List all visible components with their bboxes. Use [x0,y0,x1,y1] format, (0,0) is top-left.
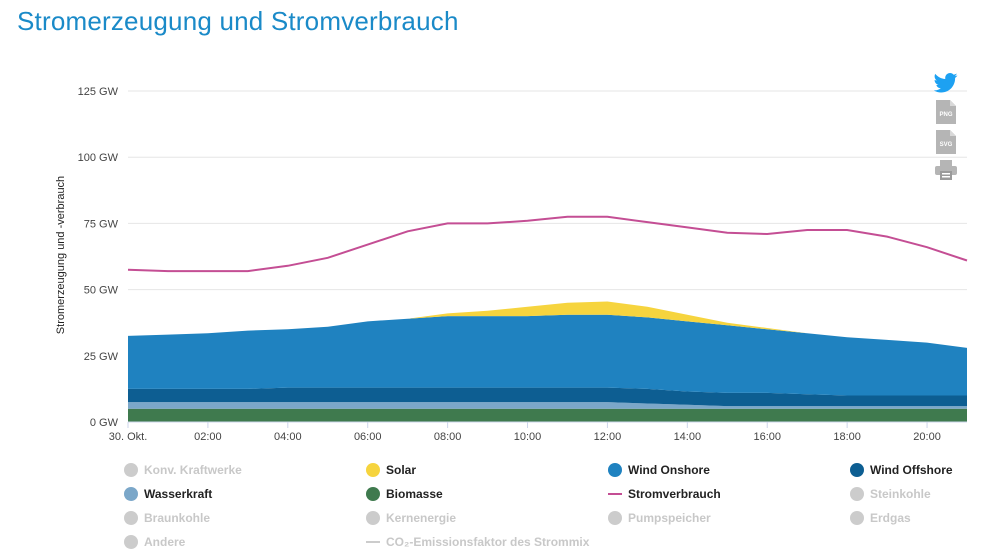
legend-marker [366,541,380,543]
y-tick-label: 50 GW [84,285,119,297]
area-wasserkraft[interactable] [128,402,967,409]
legend-marker [124,511,138,525]
png-label: PNG [939,112,952,118]
legend-label: Andere [144,535,186,549]
area-solar[interactable] [128,301,967,348]
legend-label: Solar [386,463,417,477]
legend-item-biomasse[interactable]: Biomasse [366,484,443,504]
legend-marker [850,511,864,525]
legend-label: Braunkohle [144,511,211,525]
chart-lines [127,215,968,273]
legend-label: Pumpspeicher [628,511,711,525]
legend-item-steinkohle[interactable]: Steinkohle [850,484,931,504]
y-tick-label: 25 GW [84,351,119,363]
x-tick-label: 08:00 [434,431,462,443]
legend-marker [366,487,380,501]
legend-label: Biomasse [386,487,443,501]
legend-label: Erdgas [870,511,911,525]
page-title: Stromerzeugung und Stromverbrauch [17,6,459,36]
legend-label: Konv. Kraftwerke [144,463,242,477]
legend-marker [366,511,380,525]
legend-marker [124,535,138,549]
x-tick-label: 10:00 [514,431,542,443]
legend-item-solar[interactable]: Solar [366,460,416,480]
legend-label: Kernenergie [386,511,457,525]
legend-item-stromverbrauch[interactable]: Stromverbrauch [608,484,721,504]
x-tick-label: 16:00 [753,431,781,443]
legend-item-pumpspeicher[interactable]: Pumpspeicher [608,508,711,528]
x-tick-label: 14:00 [674,431,702,443]
legend-label: Wind Offshore [870,463,953,477]
legend-marker [124,487,138,501]
legend-item-andere[interactable]: Andere [124,532,185,552]
area-wind-onshore[interactable] [128,314,967,396]
legend-item-erdgas[interactable]: Erdgas [850,508,911,528]
x-tick-label: 06:00 [354,431,382,443]
chart-axes: 0 GW 25 GW 50 GW 75 GW 100 GW 125 GW 30. Okt. 0… [78,86,967,443]
legend-label: CO₂-Emissionsfaktor des Strommix [386,535,590,549]
legend-item-konv-kraftwerke[interactable]: Konv. Kraftwerke [124,460,242,480]
area-biomasse[interactable] [128,408,967,422]
legend-marker [608,493,622,495]
legend-label: Wasserkraft [144,487,213,501]
x-tick-label: 02:00 [194,431,222,443]
chart-areas [128,301,967,422]
legend-label: Steinkohle [870,487,931,501]
legend-item-wasserkraft[interactable]: Wasserkraft [124,484,212,504]
svg-label: SVG [940,142,953,148]
line-stromverbrauch[interactable] [127,215,968,273]
legend-item-wind-offshore[interactable]: Wind Offshore [850,460,953,480]
legend-marker [850,463,864,477]
chart-legend: Konv. Kraftwerke Solar Wind Onshore Wind Of… [0,455,982,555]
png-download-icon[interactable]: PNG [936,100,956,124]
area-wind-offshore[interactable] [128,387,967,407]
legend-item-wind-onshore[interactable]: Wind Onshore [608,460,710,480]
y-tick-label: 125 GW [78,86,119,98]
legend-marker [608,511,622,525]
y-axis-label: Stromerzeugung und -verbrauch [55,176,67,334]
print-icon[interactable] [935,160,957,180]
x-tick-label: 20:00 [913,431,941,443]
legend-marker [608,463,622,477]
x-tick-label: 04:00 [274,431,302,443]
y-tick-label: 0 GW [90,417,119,429]
legend-item-co-emissionsfaktor-des-strommix[interactable]: CO₂-Emissionsfaktor des Strommix [366,532,589,552]
svg-download-icon[interactable]: SVG [936,130,956,154]
x-tick-label: 12:00 [594,431,622,443]
y-tick-label: 100 GW [78,152,119,164]
legend-item-braunkohle[interactable]: Braunkohle [124,508,210,528]
legend-label: Stromverbrauch [628,487,721,501]
x-tick-label: 30. Okt. [109,431,148,443]
twitter-icon[interactable] [934,72,958,94]
y-tick-label: 75 GW [84,218,119,230]
chart-tools: PNG SVG [933,72,959,186]
chart: 0 GW 25 GW 50 GW 75 GW 100 GW 125 GW 30. Okt. 0… [55,86,968,443]
legend-label: Wind Onshore [628,463,710,477]
legend-marker [124,463,138,477]
legend-marker [850,487,864,501]
x-tick-label: 18:00 [833,431,861,443]
legend-item-kernenergie[interactable]: Kernenergie [366,508,456,528]
legend-marker [366,463,380,477]
